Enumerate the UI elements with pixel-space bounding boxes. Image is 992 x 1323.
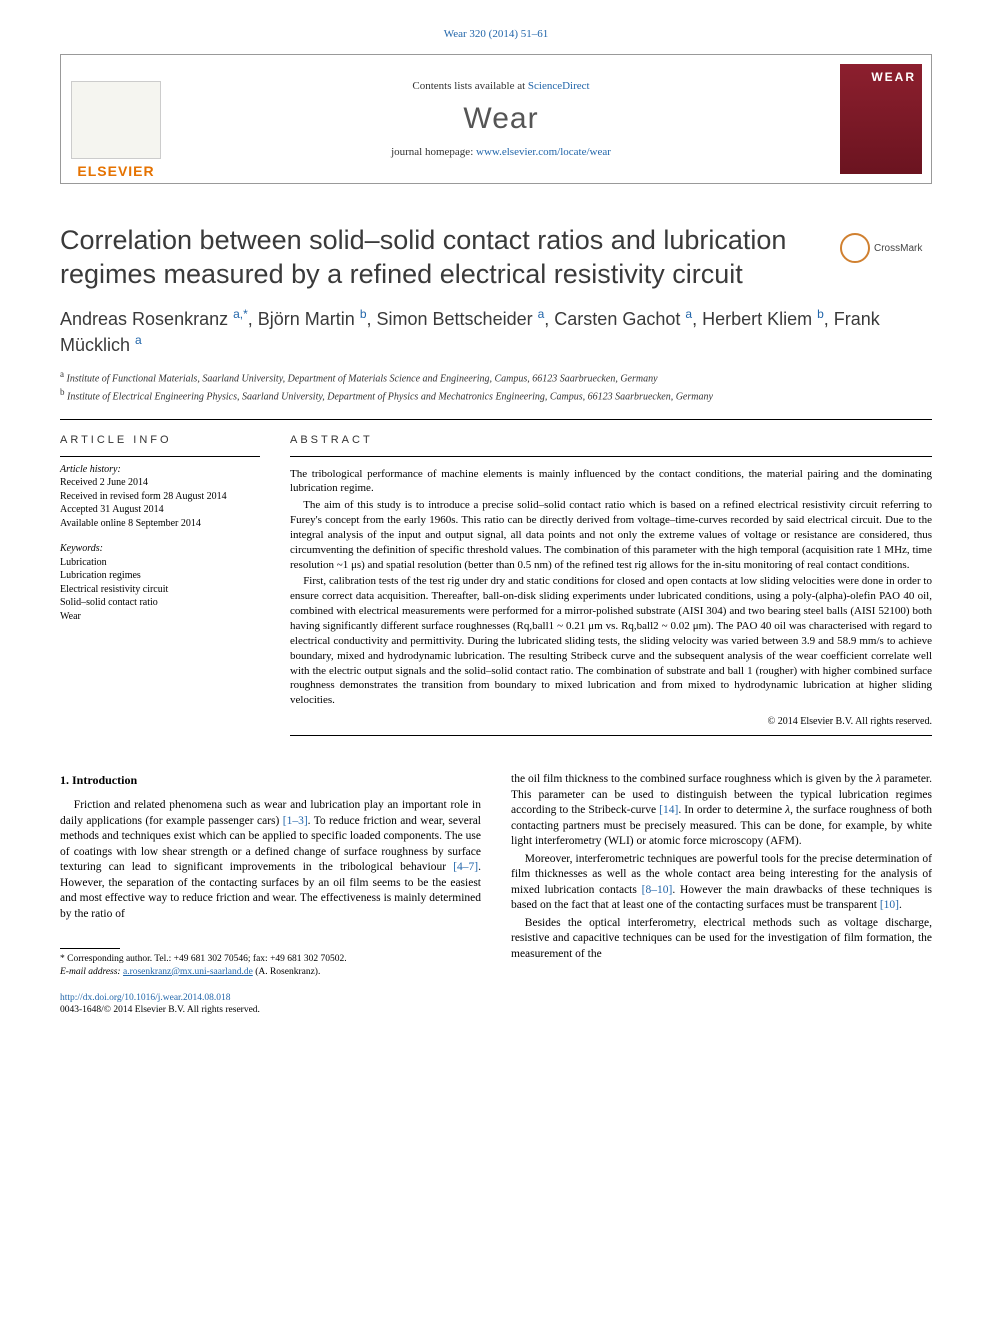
header-center: Contents lists available at ScienceDirec… — [171, 55, 831, 183]
footnotes: * Corresponding author. Tel.: +49 681 30… — [60, 953, 481, 978]
homepage-prefix: journal homepage: — [391, 146, 476, 158]
cover-label: WEAR — [846, 70, 916, 84]
abstract: ABSTRACT The tribological performance of… — [290, 434, 932, 747]
affiliation-b: b Institute of Electrical Engineering Ph… — [60, 386, 932, 404]
abstract-paragraph: The aim of this study is to introduce a … — [290, 498, 932, 572]
email-line: E-mail address: a.rosenkranz@mx.uni-saar… — [60, 966, 481, 978]
article-title: Correlation between solid–solid contact … — [60, 224, 828, 292]
footnote-rule — [60, 948, 120, 949]
homepage-link[interactable]: www.elsevier.com/locate/wear — [476, 146, 611, 158]
doi-block: http://dx.doi.org/10.1016/j.wear.2014.08… — [60, 992, 481, 1017]
abstract-paragraph: The tribological performance of machine … — [290, 467, 932, 497]
publisher-logo: ELSEVIER — [77, 163, 154, 179]
contents-prefix: Contents lists available at — [412, 80, 527, 92]
body-col-right: the oil film thickness to the combined s… — [511, 772, 932, 1017]
revised-date: Received in revised form 28 August 2014 — [60, 490, 260, 504]
body-paragraph: the oil film thickness to the combined s… — [511, 772, 932, 850]
body-paragraph: Friction and related phenomena such as w… — [60, 798, 481, 922]
online-date: Available online 8 September 2014 — [60, 517, 260, 531]
section-1-heading: 1. Introduction — [60, 772, 481, 788]
journal-name: Wear — [463, 102, 538, 136]
body-paragraph: Besides the optical interferometry, elec… — [511, 916, 932, 963]
body-paragraph: Moreover, interferometric techniques are… — [511, 852, 932, 914]
keywords-list: LubricationLubrication regimesElectrical… — [60, 556, 260, 624]
issn-copyright: 0043-1648/© 2014 Elsevier B.V. All right… — [60, 1004, 481, 1016]
contents-line: Contents lists available at ScienceDirec… — [412, 80, 589, 92]
cover-block: WEAR — [831, 55, 931, 183]
affiliation-a: a Institute of Functional Materials, Saa… — [60, 368, 932, 386]
accepted-date: Accepted 31 August 2014 — [60, 503, 260, 517]
article-info: ARTICLE INFO Article history: Received 2… — [60, 434, 260, 747]
crossmark-icon — [840, 233, 870, 263]
keyword: Electrical resistivity circuit — [60, 583, 260, 597]
crossmark-label: CrossMark — [874, 243, 922, 254]
body-col-left: 1. Introduction Friction and related phe… — [60, 772, 481, 1017]
keyword: Solid–solid contact ratio — [60, 596, 260, 610]
separator-rule — [60, 419, 932, 420]
elsevier-tree-icon — [71, 81, 161, 159]
homepage-line: journal homepage: www.elsevier.com/locat… — [391, 146, 611, 158]
journal-header: ELSEVIER Contents lists available at Sci… — [60, 54, 932, 184]
author-email-link[interactable]: a.rosenkranz@mx.uni-saarland.de — [123, 967, 253, 977]
keywords-label: Keywords: — [60, 542, 260, 556]
abstract-paragraph: First, calibration tests of the test rig… — [290, 574, 932, 708]
abstract-text: The tribological performance of machine … — [290, 467, 932, 709]
journal-cover-icon: WEAR — [840, 64, 922, 174]
abstract-copyright: © 2014 Elsevier B.V. All rights reserved… — [290, 716, 932, 727]
crossmark-badge[interactable]: CrossMark — [840, 228, 932, 268]
history-label: Article history: — [60, 463, 260, 477]
doi-link[interactable]: http://dx.doi.org/10.1016/j.wear.2014.08… — [60, 993, 231, 1003]
keyword: Lubrication regimes — [60, 569, 260, 583]
received-date: Received 2 June 2014 — [60, 476, 260, 490]
corresponding-author: * Corresponding author. Tel.: +49 681 30… — [60, 953, 481, 965]
author-list: Andreas Rosenkranz a,*, Björn Martin b, … — [60, 306, 932, 358]
keyword: Wear — [60, 610, 260, 624]
keyword: Lubrication — [60, 556, 260, 570]
body-columns: 1. Introduction Friction and related phe… — [60, 772, 932, 1017]
email-label: E-mail address: — [60, 967, 123, 977]
journal-reference: Wear 320 (2014) 51–61 — [60, 28, 932, 40]
email-suffix: (A. Rosenkranz). — [253, 967, 321, 977]
sciencedirect-link[interactable]: ScienceDirect — [528, 80, 590, 92]
publisher-block: ELSEVIER — [61, 55, 171, 183]
abstract-heading: ABSTRACT — [290, 434, 932, 446]
article-info-heading: ARTICLE INFO — [60, 434, 260, 446]
affiliations: a Institute of Functional Materials, Saa… — [60, 368, 932, 405]
